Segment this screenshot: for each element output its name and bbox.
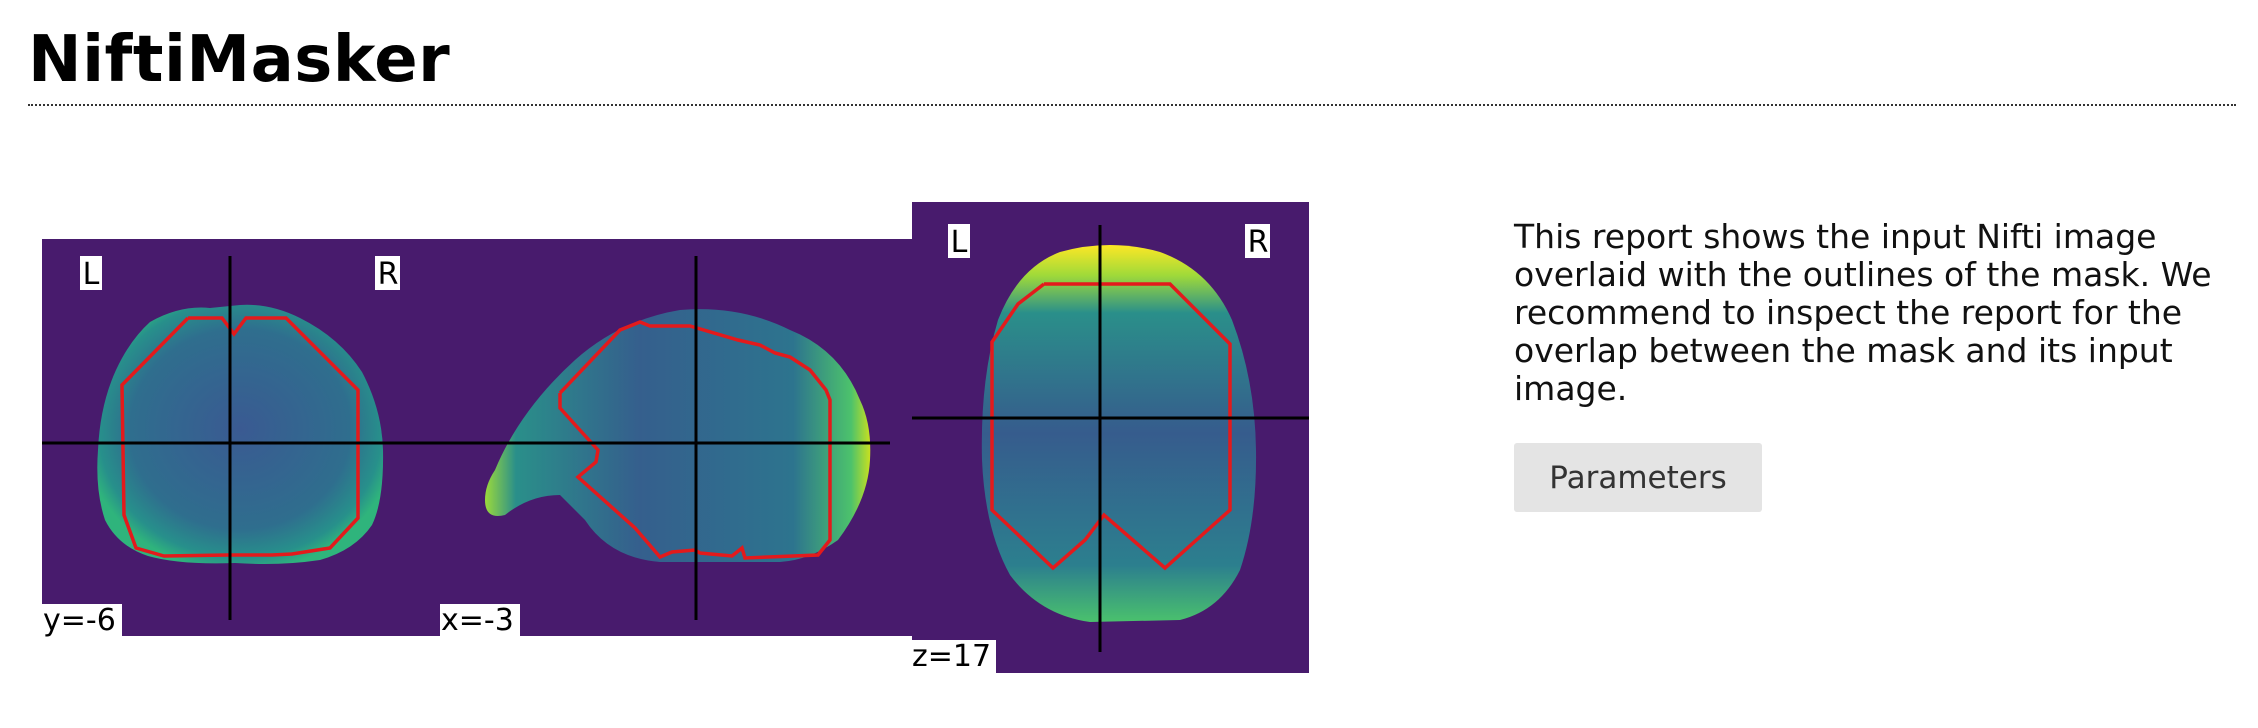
- report-description: This report shows the input Nifti image …: [1514, 217, 2212, 408]
- coronal-right-marker: R: [378, 257, 399, 292]
- title-divider: [28, 104, 2236, 106]
- axial-left-marker-box: [948, 224, 970, 258]
- parameters-button[interactable]: Parameters: [1514, 443, 1762, 512]
- sagittal-view: [440, 239, 912, 636]
- axial-brain-slice: [981, 245, 1257, 622]
- coronal-left-marker-box: [80, 256, 102, 290]
- sagittal-mask-outline: [558, 320, 832, 560]
- axial-view: [912, 202, 1309, 673]
- sagittal-coord-box: [440, 604, 520, 636]
- axial-coord-box: [912, 640, 996, 673]
- axial-mask-outline: [990, 282, 1232, 571]
- page-title: NiftiMasker: [28, 23, 451, 97]
- axial-right-marker-box: [1245, 224, 1270, 258]
- coronal-coord-label: y=-6: [43, 603, 116, 638]
- mask-report-figure: L R L R y=-6 x=-3 z=17: [42, 202, 1309, 674]
- coronal-view: [42, 239, 440, 636]
- axial-left-marker: L: [951, 225, 968, 260]
- coronal-brain-slice: [97, 304, 384, 564]
- coronal-mask-outline: [120, 316, 360, 558]
- axial-right-marker: R: [1248, 225, 1269, 260]
- coronal-right-marker-box: [375, 256, 400, 290]
- sagittal-coord-label: x=-3: [441, 603, 514, 638]
- coronal-left-marker: L: [83, 257, 100, 292]
- axial-coord-label: z=17: [912, 639, 991, 674]
- coronal-coord-box: [42, 604, 122, 636]
- brain-slices-svg: L R L R y=-6 x=-3 z=17: [42, 202, 1309, 674]
